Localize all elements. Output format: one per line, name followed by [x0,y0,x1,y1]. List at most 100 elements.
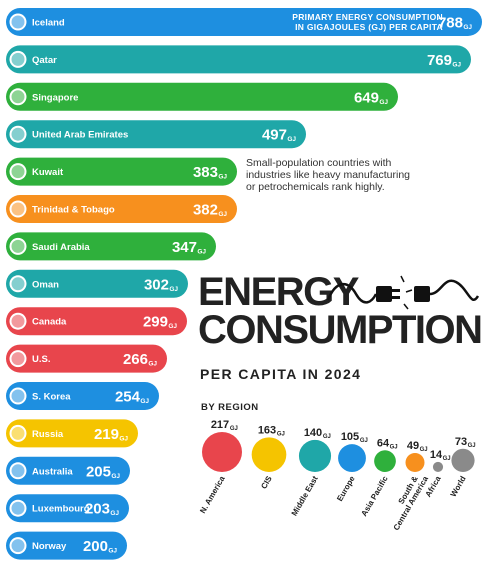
bar-value: 200 [83,538,108,555]
flag-icon [11,314,25,328]
region-bubble [374,450,396,472]
bar-value: 254 [115,389,141,406]
region-unit: GJ [443,456,451,462]
region-value: 14 [430,449,443,461]
bar-unit: GJ [108,548,117,555]
region-unit: GJ [468,443,476,449]
annotation-note: Small-population countries with industri… [246,157,411,193]
bar-unit: GJ [169,286,178,293]
bar-value: 382 [193,202,218,219]
region-label: Asia Pacific [359,474,390,518]
region-value: 73 [455,436,467,448]
bar [6,456,130,485]
bar [6,8,482,36]
plug-icon [326,275,480,310]
bar-unit: GJ [218,174,227,181]
flag-icon [11,539,25,553]
bar-label: Canada [32,317,67,328]
bar-value: 299 [143,314,168,331]
region-unit: GJ [390,444,398,450]
bar-label: Norway [32,541,67,552]
bar-label: Australia [32,466,73,477]
primary-consumption-label: PRIMARY ENERGY CONSUMPTION IN GIGAJOULES… [292,12,443,32]
bar [6,419,138,448]
flag-icon [11,127,25,141]
bar-value: 203 [85,501,110,518]
bar-label: Saudi Arabia [32,242,90,253]
region-bubble [405,452,425,472]
bar-unit: GJ [111,473,120,480]
region-bubble [251,437,287,472]
region-value: 49 [407,440,419,452]
bar-label: Russia [32,429,64,440]
region-label: World [449,474,468,498]
bar [6,232,216,261]
bar-unit: GJ [168,323,177,330]
bar-label: Iceland [32,18,65,29]
flag-icon [11,426,25,440]
region-value: 64 [377,437,390,449]
bar [6,45,471,74]
region-label: South &Central America [384,470,430,532]
bar-unit: GJ [119,435,128,442]
flag-icon [11,15,25,29]
bar-value: 497 [262,127,287,144]
bar-unit: GJ [218,211,227,218]
bar-label: Luxembourg [32,504,90,515]
flag-icon [11,277,25,291]
bar-label: United Arab Emirates [32,130,128,141]
bar-label: Trinidad & Tobago [32,205,115,216]
bar-label: Oman [32,279,59,290]
region-bubble [298,439,332,472]
flag-icon [11,239,25,253]
region-value: 140 [304,427,322,439]
bar [6,531,127,560]
bar-unit: GJ [110,510,119,517]
region-unit: GJ [230,426,238,432]
flag-icon [11,352,25,366]
bar-unit: GJ [148,361,157,368]
region-value: 217 [211,419,229,431]
bar-unit: GJ [197,248,206,255]
bar [6,157,237,186]
region-label: N. America [198,474,227,515]
bar-value: 347 [172,239,197,256]
flag-icon [11,90,25,104]
bar-label: S. Korea [32,392,71,403]
bar [6,494,129,523]
by-region-label: BY REGION [201,402,259,413]
bar-label: Qatar [32,55,57,66]
region-bubble [202,432,242,472]
bar-unit: GJ [452,61,461,68]
flag-icon [11,464,25,478]
bar-unit: GJ [287,136,296,143]
bar-unit: GJ [140,398,149,405]
bar [6,82,398,111]
bar [6,344,167,373]
region-unit: GJ [420,447,428,453]
bar-value: 649 [354,89,379,106]
bar [6,307,187,336]
region-value: 163 [258,424,276,436]
region-value: 105 [341,431,359,443]
flag-icon [11,52,25,66]
bar-label: U.S. [32,354,50,365]
bar [6,120,306,149]
bar [6,195,237,223]
region-unit: GJ [277,431,285,437]
bar [6,269,188,298]
flag-icon [11,501,25,515]
region-bubble [338,444,366,472]
region-unit: GJ [360,438,368,444]
bar-unit: GJ [463,24,472,31]
bar [6,382,159,410]
bar-unit: GJ [379,99,388,106]
bar-value: 205 [86,463,111,480]
region-bubble [432,461,444,472]
bar-value: 788 [438,15,463,32]
bar-label: Kuwait [32,167,64,178]
bar-value: 383 [193,164,218,181]
